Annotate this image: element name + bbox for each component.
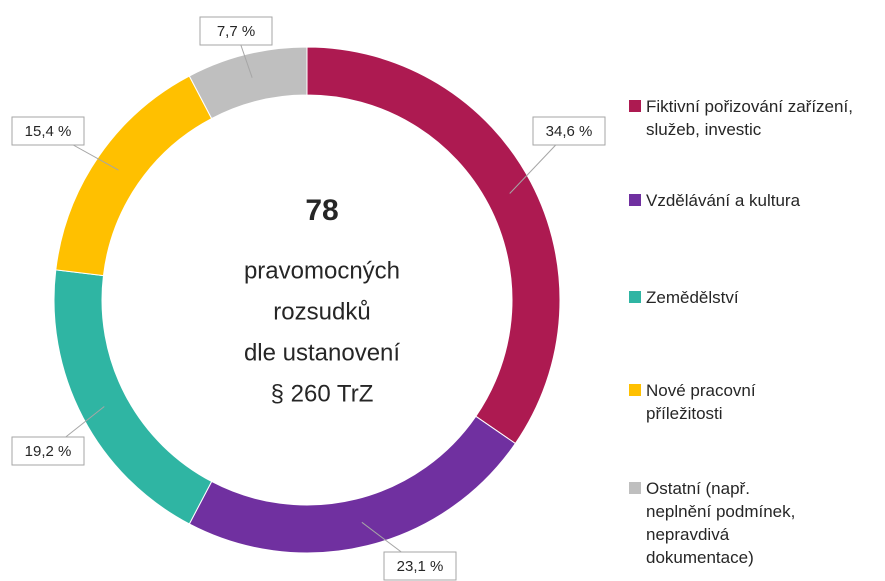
label-box — [11, 436, 85, 466]
legend-swatch — [629, 482, 641, 494]
legend-swatch — [629, 384, 641, 396]
donut-segment — [53, 269, 213, 525]
donut-segment — [188, 46, 308, 120]
legend-item: Ostatní (např. neplnění podmínek, neprav… — [629, 477, 811, 569]
legend-label: Ostatní (např. neplnění podmínek, neprav… — [646, 479, 796, 567]
legend-swatch — [629, 100, 641, 112]
donut-segment — [55, 75, 213, 277]
legend-label: Zemědělství — [646, 288, 739, 307]
center-value: 78 — [305, 194, 338, 227]
legend-item: Zemědělství — [629, 286, 882, 309]
legend-label: Fiktivní pořizování zařízení, služeb, in… — [646, 97, 853, 139]
legend-swatch — [629, 194, 641, 206]
donut-segment — [306, 46, 561, 445]
legend-label: Vzdělávání a kultura — [646, 191, 801, 210]
label-box — [383, 551, 457, 581]
data-label: 7,7 % — [217, 23, 255, 40]
legend-item: Nové pracovní příležitosti — [629, 379, 811, 425]
label-box — [11, 116, 85, 146]
legend-swatch — [629, 291, 641, 303]
legend-label: Nové pracovní příležitosti — [646, 381, 756, 423]
data-label: 15,4 % — [25, 123, 72, 140]
data-label: 23,1 % — [397, 558, 444, 575]
data-label: 34,6 % — [546, 123, 593, 140]
label-box — [199, 16, 273, 46]
center-text: § 260 TrZ — [271, 380, 374, 407]
center-text: rozsudků — [273, 298, 370, 325]
legend-item: Fiktivní pořizování zařízení, služeb, in… — [629, 95, 882, 141]
center-text: dle ustanovení — [244, 339, 400, 366]
label-box — [532, 116, 606, 146]
donut-segment — [188, 415, 517, 554]
legend-item: Vzdělávání a kultura — [629, 189, 882, 212]
center-text: pravomocných — [244, 257, 400, 284]
data-label: 19,2 % — [25, 443, 72, 460]
